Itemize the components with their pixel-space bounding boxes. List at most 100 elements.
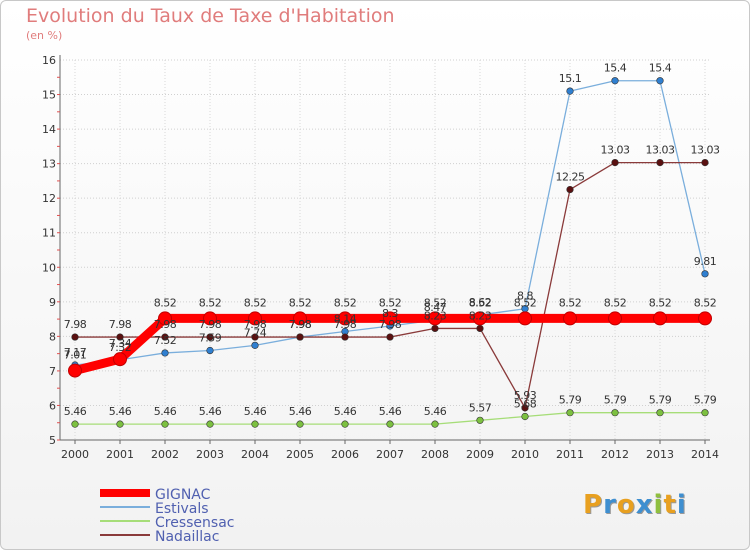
y-tick-label: 8	[49, 330, 56, 343]
data-label-nadaillac-2002: 7.98	[154, 318, 177, 331]
legend-label-nadaillac: Nadaillac	[155, 529, 219, 545]
point-gignac-2006	[338, 311, 352, 326]
point-gignac-2001	[113, 352, 127, 367]
data-label-estivals-2000: 7.17	[64, 346, 87, 359]
x-tick-label: 2003	[196, 448, 224, 461]
point-estivals-2002	[161, 349, 169, 357]
data-label-gignac-2011: 8.52	[559, 296, 582, 309]
data-label-cressensac-2007: 5.46	[379, 405, 402, 418]
data-label-nadaillac-2010: 5.93	[514, 389, 537, 402]
y-tick-label: 11	[42, 227, 56, 240]
logo-letter: o	[616, 490, 636, 520]
point-nadaillac-2002	[161, 333, 169, 341]
data-label-cressensac-2008: 5.46	[424, 405, 447, 418]
point-nadaillac-2009	[476, 324, 484, 333]
data-label-gignac-2012: 8.52	[604, 296, 627, 309]
data-label-cressensac-2000: 5.46	[64, 405, 87, 418]
chart-series	[68, 77, 712, 428]
x-tick-label: 2007	[376, 448, 404, 461]
data-label-cressensac-2001: 5.46	[109, 405, 132, 418]
data-label-estivals-2002: 7.52	[154, 334, 177, 347]
point-gignac-2000	[68, 363, 82, 378]
point-nadaillac-2001	[116, 333, 124, 341]
legend-label-gignac: GIGNAC	[155, 487, 211, 503]
data-label-nadaillac-2000: 7.98	[64, 318, 87, 331]
point-cressensac-2004	[251, 420, 259, 428]
data-label-cressensac-2013: 5.79	[649, 394, 672, 407]
point-gignac-2010	[518, 311, 532, 326]
point-nadaillac-2000	[71, 333, 79, 341]
point-gignac-2005	[293, 311, 307, 326]
point-gignac-2007	[383, 311, 397, 326]
data-label-cressensac-2012: 5.79	[604, 394, 627, 407]
data-label-estivals-2003: 7.59	[199, 332, 222, 345]
point-nadaillac-2003	[206, 333, 214, 341]
point-cressensac-2000	[71, 420, 79, 428]
x-tick-label: 2004	[241, 448, 269, 461]
y-tick-label: 13	[42, 158, 56, 171]
data-label-nadaillac-2005: 7.98	[289, 318, 312, 331]
data-label-gignac-2010: 8.52	[514, 296, 537, 309]
data-label-gignac-2007: 8.52	[379, 296, 402, 309]
x-tick-label: 2014	[691, 448, 719, 461]
point-nadaillac-2007	[386, 333, 394, 341]
point-nadaillac-2014	[701, 159, 709, 167]
data-label-cressensac-2014: 5.79	[694, 394, 717, 407]
data-label-estivals-2014: 9.81	[694, 255, 717, 268]
point-estivals-2012	[611, 77, 619, 85]
data-label-estivals-2004: 7.74	[244, 326, 267, 339]
data-label-estivals-2006: 8.14	[334, 313, 357, 326]
point-nadaillac-2010	[521, 404, 529, 412]
point-nadaillac-2004	[251, 333, 259, 341]
x-tick-label: 2012	[601, 448, 629, 461]
data-label-gignac-2008: 8.52	[424, 296, 447, 309]
data-label-nadaillac-2006: 7.98	[334, 318, 357, 331]
point-estivals-2004	[251, 341, 259, 349]
data-label-estivals-2012: 15.4	[604, 62, 627, 75]
y-tick-label: 7	[49, 365, 56, 378]
x-tick-label: 2002	[151, 448, 179, 461]
point-gignac-2014	[698, 311, 712, 326]
point-cressensac-2003	[206, 420, 214, 428]
point-estivals-2011	[566, 87, 574, 95]
data-label-estivals-2011: 15.1	[559, 72, 582, 85]
data-label-cressensac-2009: 5.57	[469, 401, 492, 414]
data-label-cressensac-2004: 5.46	[244, 405, 267, 418]
point-gignac-2009	[473, 311, 487, 326]
x-tick-label: 2006	[331, 448, 359, 461]
x-tick-label: 2008	[421, 448, 449, 461]
point-gignac-2002	[158, 311, 172, 326]
legend-label-cressensac: Cressensac	[155, 515, 234, 531]
logo-letter: r	[603, 490, 617, 520]
y-tick-label: 14	[42, 123, 56, 136]
y-tick-label: 15	[42, 89, 56, 102]
x-tick-label: 2005	[286, 448, 314, 461]
data-label-estivals-2008: 8.47	[424, 301, 447, 314]
data-label-estivals-2005: 7.98	[289, 318, 312, 331]
data-label-gignac-2014: 8.52	[694, 296, 717, 309]
data-label-nadaillac-2011: 12.25	[556, 171, 585, 184]
point-nadaillac-2012	[611, 159, 619, 167]
data-label-cressensac-2006: 5.46	[334, 405, 357, 418]
logo-letter: i	[653, 490, 664, 520]
data-label-gignac-2006: 8.52	[334, 296, 357, 309]
point-cressensac-2012	[611, 409, 619, 417]
point-cressensac-2010	[521, 412, 529, 421]
x-tick-label: 2000	[61, 448, 89, 461]
data-label-nadaillac-2008: 8.23	[424, 309, 447, 322]
point-nadaillac-2008	[431, 324, 439, 333]
point-cressensac-2002	[161, 420, 169, 428]
y-tick-label: 6	[49, 399, 56, 412]
data-label-estivals-2009: 8.62	[469, 296, 492, 309]
x-tick-label: 2010	[511, 448, 539, 461]
point-nadaillac-2006	[341, 333, 349, 341]
point-gignac-2012	[608, 311, 622, 326]
data-label-cressensac-2003: 5.46	[199, 405, 222, 418]
data-label-gignac-2005: 8.52	[289, 296, 312, 309]
chart-axes: 5 6 7 8 9 10 11 12 13 14 15 16 2000 2001 2002 2003 2004 2…	[42, 54, 719, 461]
y-tick-label: 16	[42, 54, 56, 67]
chart-subtitle: (en %)	[26, 29, 63, 42]
chart-grid	[60, 59, 710, 441]
